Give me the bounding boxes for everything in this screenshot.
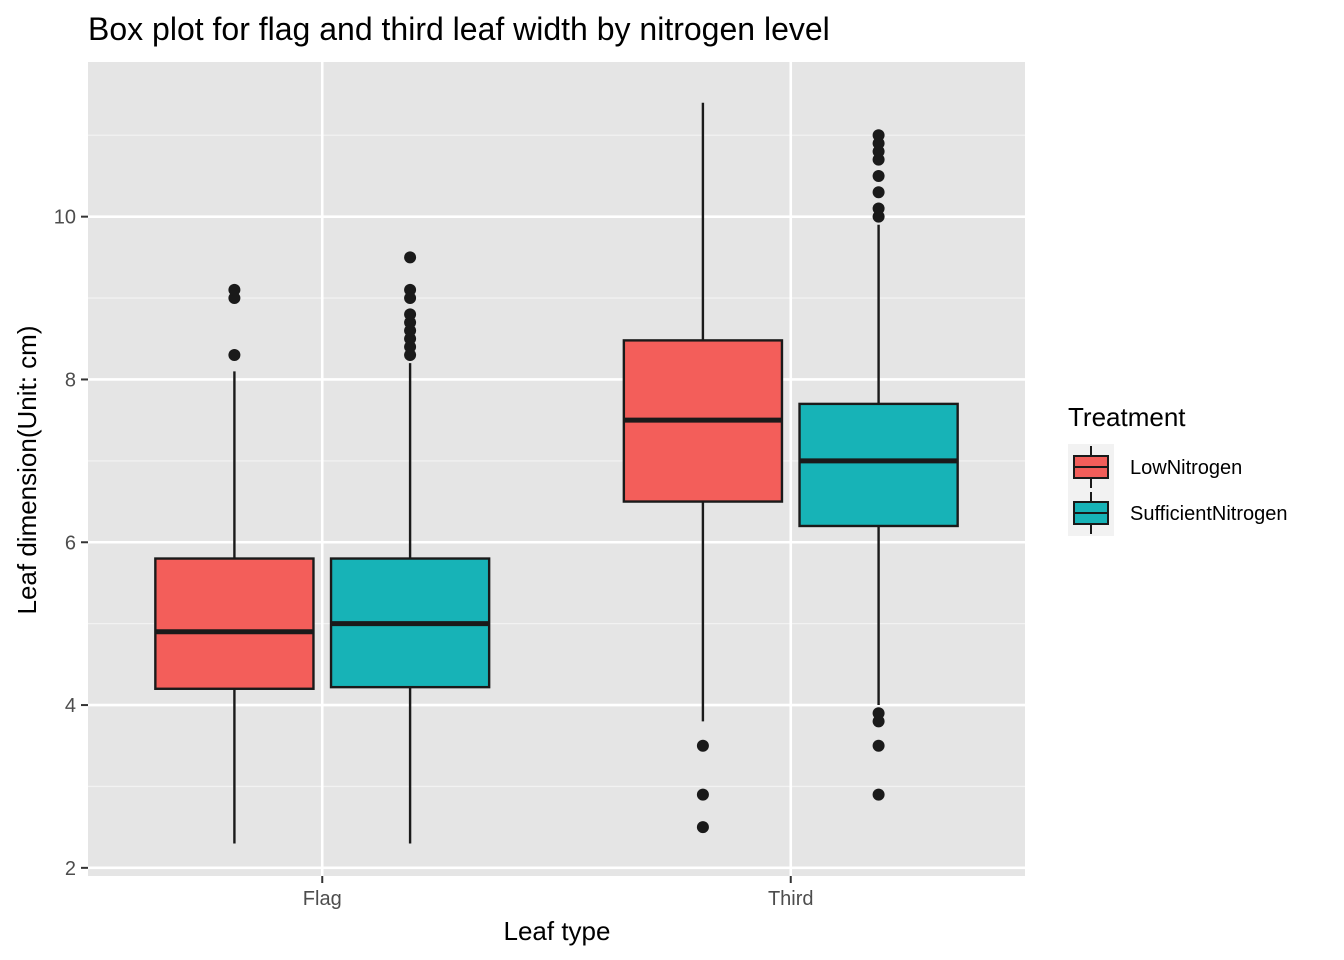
outlier-point: [872, 739, 885, 752]
y-tick-label: 2: [65, 858, 76, 880]
outlier-point: [696, 739, 709, 752]
boxes-layer: [154, 102, 959, 844]
box-iqr: [154, 557, 315, 690]
y-axis-title: Leaf dimension(Unit: cm): [12, 326, 42, 615]
legend-label: SufficientNitrogen: [1130, 503, 1288, 525]
outlier-point: [404, 251, 417, 264]
y-axis: 2 4 6 8 10: [54, 207, 88, 880]
box-LowNitrogen-Third: [622, 102, 784, 834]
y-tick-label: 10: [54, 207, 76, 229]
y-tick-label: 8: [65, 369, 76, 391]
y-tick-label: 4: [65, 695, 76, 717]
box-SufficientNitrogen-Flag: [329, 251, 491, 844]
legend: Treatment LowNitrogen SufficientNitrogen: [1068, 402, 1288, 536]
outlier-point: [696, 788, 709, 801]
box-LowNitrogen-Flag: [154, 283, 315, 844]
grid-lines: [88, 62, 1025, 876]
x-tick-label: Flag: [303, 888, 342, 910]
outlier-point: [872, 129, 885, 142]
legend-item-LowNitrogen: LowNitrogen: [1068, 444, 1242, 490]
outlier-point: [228, 283, 241, 296]
legend-label: LowNitrogen: [1130, 457, 1242, 479]
legend-item-SufficientNitrogen: SufficientNitrogen: [1068, 490, 1288, 536]
x-axis-title: Leaf type: [504, 916, 611, 946]
x-axis: Flag Third: [303, 876, 814, 910]
outlier-point: [696, 821, 709, 834]
outlier-point: [228, 349, 241, 362]
legend-title: Treatment: [1068, 402, 1186, 432]
box-iqr: [798, 402, 959, 528]
chart-title: Box plot for flag and third leaf width b…: [88, 11, 830, 47]
x-tick-label: Third: [768, 888, 814, 910]
y-tick-label: 6: [65, 532, 76, 554]
outlier-point: [872, 202, 885, 215]
outlier-point: [872, 169, 885, 182]
outlier-point: [404, 283, 417, 296]
outlier-point: [404, 308, 417, 321]
box-SufficientNitrogen-Third: [798, 129, 959, 801]
outlier-point: [872, 788, 885, 801]
outlier-point: [872, 186, 885, 199]
outlier-point: [872, 707, 885, 720]
